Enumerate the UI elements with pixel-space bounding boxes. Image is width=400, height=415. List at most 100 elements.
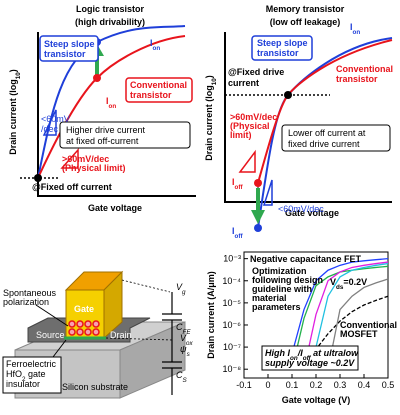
gate-side — [103, 270, 123, 340]
annotation: High Ion/Ioff at ultralow — [265, 348, 359, 362]
dot — [254, 179, 262, 187]
annotation-box — [261, 345, 359, 371]
annotation: transistor — [336, 74, 378, 84]
label: Ferroelectric — [6, 359, 57, 369]
annotation: >60mV/dec — [62, 154, 109, 164]
subscript: off — [235, 184, 244, 191]
x-label: Gate voltage — [88, 203, 142, 213]
x-label: Gate voltage (V) — [282, 395, 351, 405]
series-line — [315, 262, 389, 348]
arrowhead — [251, 210, 265, 224]
label: CS — [176, 370, 188, 384]
text-part: High I — [265, 348, 290, 358]
dot — [93, 74, 101, 82]
subscript: g — [182, 289, 186, 296]
annotation: Negative capacitance FET — [250, 254, 362, 264]
y-tick-label: 10⁻⁵ — [223, 298, 242, 308]
subscript: on — [353, 29, 361, 36]
y-tick-label: 10⁻⁴ — [222, 276, 241, 286]
annotation: at fixed off-current — [66, 136, 139, 146]
text-part: I — [106, 96, 109, 106]
annotation: Optimization — [252, 266, 307, 276]
annotation: Vds=0.2V — [330, 277, 367, 291]
subscript: FE — [183, 329, 192, 336]
subscript: off — [303, 355, 312, 362]
text-part: I — [150, 38, 153, 48]
annotation: material — [252, 293, 287, 303]
subscript: on — [109, 103, 117, 110]
annotation: transistor — [257, 48, 299, 58]
title: Memory transistor — [266, 4, 345, 14]
label: Vox — [180, 333, 194, 347]
dot — [284, 91, 292, 99]
annotation: fixed drive current — [288, 139, 360, 149]
y-tick-label: 10⁻⁷ — [223, 342, 241, 352]
text-part: =0.2V — [343, 277, 367, 287]
annotation: Conventional — [336, 64, 393, 74]
y-label: Drain current (A/μm) — [206, 271, 216, 359]
guide — [105, 279, 173, 341]
annotation: transistor — [44, 49, 86, 59]
subscript: s — [187, 351, 191, 358]
device-panel — [2, 270, 186, 399]
title: Logic transistor — [76, 4, 145, 14]
annotation: Lower off current at — [288, 128, 366, 138]
x-tick-label: 0.4 — [358, 380, 371, 390]
annotation: following design — [252, 275, 323, 285]
label: CFE — [176, 322, 191, 336]
label-box — [125, 77, 193, 103]
logic-panel — [20, 25, 196, 197]
text-part: I — [350, 22, 353, 32]
text-part: I — [232, 177, 235, 187]
label: Source — [36, 330, 65, 340]
x-tick-label: 0.3 — [334, 380, 347, 390]
conventional-curve — [257, 39, 393, 184]
annotation: Ion — [150, 38, 160, 52]
x-tick-label: 0.2 — [310, 380, 323, 390]
text-part: ) — [204, 75, 214, 78]
y-tick-label: 10⁻³ — [223, 254, 241, 264]
polarization-dots — [68, 320, 100, 336]
annotation: transistor — [130, 90, 172, 100]
annotation: Ioff — [232, 226, 243, 240]
annotation: Ioff — [232, 177, 243, 191]
annotation: >60mV/dec — [230, 112, 277, 122]
subscript: on — [290, 355, 298, 362]
y-label: Drain current (log10) — [204, 75, 218, 161]
label: Silicon substrate — [62, 382, 128, 392]
annotation: Ion — [106, 96, 116, 110]
text-part: V — [176, 282, 183, 292]
label: polarization — [3, 297, 49, 307]
annotation: @Fixed off current — [32, 182, 112, 192]
annotation: (Physical — [230, 121, 270, 131]
series-line — [327, 278, 389, 370]
subscript: 10 — [15, 72, 22, 80]
title: (low off leakage) — [270, 17, 341, 27]
annotation: Higher drive current — [66, 125, 146, 135]
subscript: 10 — [211, 78, 218, 86]
text-part: C — [176, 370, 183, 380]
label: ψs — [180, 344, 191, 358]
subscript: off — [235, 233, 244, 240]
x-label: Gate voltage — [285, 208, 339, 218]
label: HfO2 gate — [6, 369, 46, 383]
annotation: /dec — [41, 124, 59, 134]
annotation: limit) — [230, 130, 252, 140]
annotation: current — [228, 78, 259, 88]
subscript: 2 — [22, 376, 26, 383]
series-line — [291, 258, 389, 354]
label: insulator — [6, 379, 40, 389]
label: Vg — [176, 282, 186, 296]
annotation: @Fixed drive — [228, 67, 284, 77]
label: Spontaneous — [3, 288, 57, 298]
annotation: <60mV/dec — [278, 204, 324, 214]
title: (high drivability) — [75, 17, 145, 27]
message-box — [59, 121, 191, 149]
annotation: (Physical limit) — [62, 163, 126, 173]
message-box — [281, 124, 391, 152]
annotation: parameters — [252, 302, 301, 312]
annotation: guideline with — [252, 284, 312, 294]
dot — [254, 224, 262, 232]
axes — [37, 32, 196, 197]
